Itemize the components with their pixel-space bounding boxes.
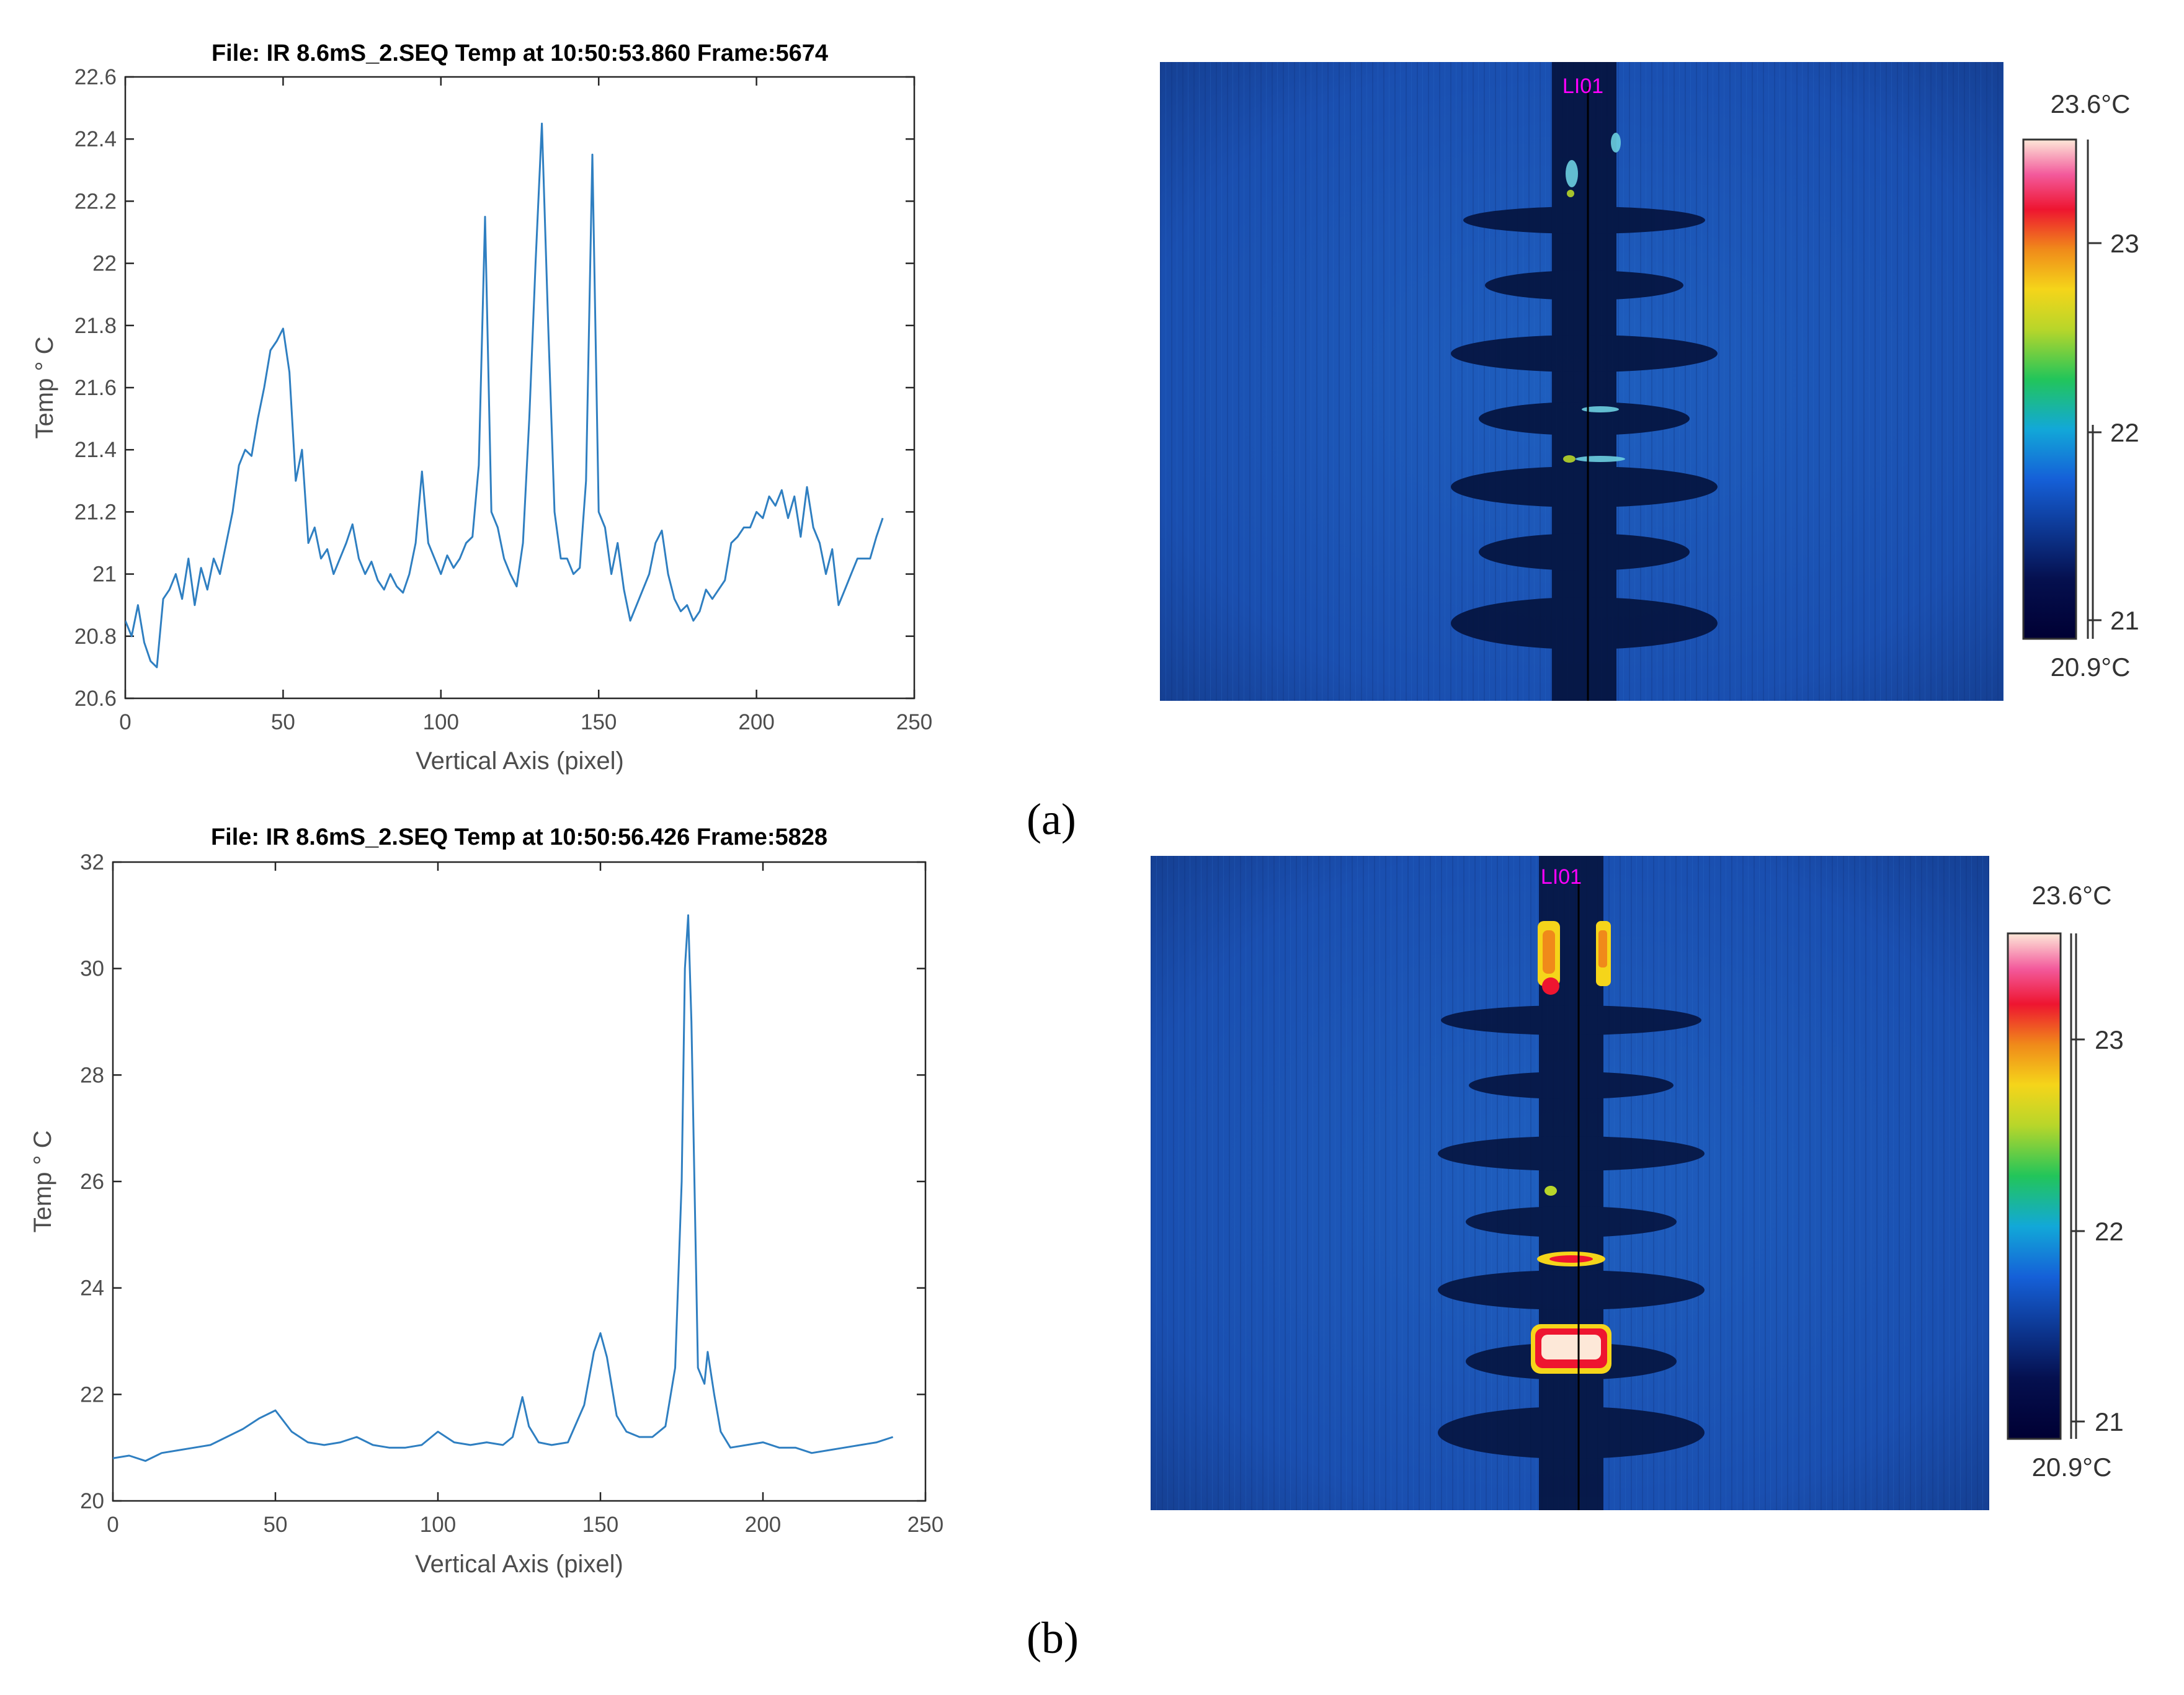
axis-ticks xyxy=(112,861,927,1502)
x-tick-label: 200 xyxy=(738,710,774,734)
colorbar-tick-21: 21 xyxy=(2095,1407,2124,1436)
colorbar-max-label: 23.6°C xyxy=(2032,881,2112,910)
colorbar-min-label: 20.9°C xyxy=(2032,1453,2112,1482)
y-tick-labels: 20 22 24 26 28 30 32 xyxy=(80,850,104,1513)
y-tick-label: 22.4 xyxy=(74,127,117,151)
insulator-silhouette xyxy=(1438,856,1705,1510)
series-group xyxy=(125,122,884,669)
colorbar xyxy=(2007,932,2062,1440)
x-tick-label: 150 xyxy=(581,710,617,734)
x-tick-label: 0 xyxy=(119,710,131,734)
chart-title: File: IR 8.6mS_2.SEQ Temp at 10:50:56.42… xyxy=(211,824,827,850)
y-tick-labels: 20.6 20.8 21 21.2 21.4 21.6 21.8 22 22.2 22.4 22.6 xyxy=(74,65,117,711)
y-tick-label: 32 xyxy=(80,850,104,874)
series-line xyxy=(125,122,884,669)
x-tick-labels: 0 50 100 150 200 250 xyxy=(119,710,932,734)
colorbar-tick-23: 23 xyxy=(2095,1025,2124,1054)
colorbar-tick-21: 21 xyxy=(2110,606,2139,635)
line-chart-a: File: IR 8.6mS_2.SEQ Temp at 10:50:53.86… xyxy=(31,40,932,775)
y-tick-label: 26 xyxy=(80,1170,104,1194)
plot-area xyxy=(124,76,916,700)
x-tick-label: 50 xyxy=(271,710,295,734)
x-tick-label: 250 xyxy=(896,710,932,734)
y-tick-label: 22 xyxy=(80,1382,104,1407)
chart-title: File: IR 8.6mS_2.SEQ Temp at 10:50:53.86… xyxy=(212,40,828,66)
series-line xyxy=(113,914,894,1462)
plot-area xyxy=(112,861,927,1502)
x-tick-label: 100 xyxy=(420,1513,456,1537)
y-tick-label: 20.8 xyxy=(74,625,117,649)
colorbar-max-label: 23.6°C xyxy=(2051,89,2131,118)
y-tick-label: 22.2 xyxy=(74,189,117,213)
insulator-silhouette xyxy=(1451,62,1718,701)
x-tick-labels: 0 50 100 150 200 250 xyxy=(107,1513,943,1537)
axis-ticks xyxy=(124,76,916,700)
y-tick-label: 22.6 xyxy=(74,65,117,89)
x-axis-label: Vertical Axis (pixel) xyxy=(416,747,624,775)
colorbar-ticks xyxy=(2070,933,2085,1439)
y-tick-label: 21.8 xyxy=(74,314,117,338)
y-tick-label: 21.4 xyxy=(74,438,117,462)
y-tick-label: 28 xyxy=(80,1063,104,1087)
x-axis-label: Vertical Axis (pixel) xyxy=(415,1550,623,1578)
x-tick-label: 200 xyxy=(745,1513,781,1537)
y-tick-label: 21 xyxy=(92,563,117,587)
y-tick-label: 24 xyxy=(80,1276,104,1301)
y-tick-label: 22 xyxy=(92,252,117,276)
roi-label: LI01 xyxy=(1541,865,1582,889)
colorbar-tick-22: 22 xyxy=(2110,418,2139,447)
colorbar-ticks xyxy=(2087,140,2102,639)
hotspots xyxy=(1531,921,1611,1374)
line-chart-b: File: IR 8.6mS_2.SEQ Temp at 10:50:56.42… xyxy=(29,824,943,1578)
thermal-image-a: LI01 23.6°C 23 22 21 20.9°C xyxy=(1160,62,2139,701)
x-tick-label: 250 xyxy=(907,1513,943,1537)
x-tick-label: 150 xyxy=(582,1513,618,1537)
colorbar-tick-22: 22 xyxy=(2095,1217,2124,1246)
y-axis-label: Temp ° C xyxy=(29,1131,56,1233)
y-tick-label: 20.6 xyxy=(74,687,117,711)
roi-label: LI01 xyxy=(1562,74,1603,98)
x-tick-label: 100 xyxy=(423,710,459,734)
x-tick-label: 50 xyxy=(264,1513,288,1537)
thermal-image-b: LI01 23.6°C 23 22 21 20.9°C xyxy=(1151,856,2124,1510)
colorbar-tick-23: 23 xyxy=(2110,229,2139,258)
x-tick-label: 0 xyxy=(107,1513,118,1537)
y-tick-label: 21.2 xyxy=(74,500,117,524)
y-tick-label: 21.6 xyxy=(74,376,117,400)
y-tick-label: 30 xyxy=(80,957,104,981)
series-group xyxy=(113,914,894,1462)
y-tick-label: 20 xyxy=(80,1489,104,1513)
panel-label-b: (b) xyxy=(1027,1613,1079,1663)
colorbar-min-label: 20.9°C xyxy=(2051,652,2131,682)
colorbar xyxy=(2022,138,2077,640)
y-axis-label: Temp ° C xyxy=(31,337,58,439)
panel-label-a: (a) xyxy=(1027,794,1076,844)
